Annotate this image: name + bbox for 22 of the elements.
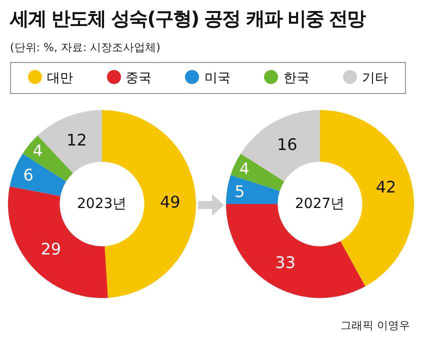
data-label: 29 bbox=[40, 240, 62, 259]
chart-title: 세계 반도체 성숙(구형) 공정 캐파 비중 전망 bbox=[10, 7, 366, 32]
text: 2023년 bbox=[77, 196, 127, 212]
data-label: 6 bbox=[23, 165, 34, 184]
data-label: 42 bbox=[376, 178, 396, 197]
text: 그래픽 이영우 bbox=[340, 318, 410, 333]
legend-label: 기타 bbox=[361, 70, 388, 87]
data-label: 4 bbox=[239, 160, 250, 178]
legend-label: 중국 bbox=[124, 70, 152, 87]
data-label: 33 bbox=[275, 253, 296, 272]
data-label: 4 bbox=[32, 142, 43, 160]
legend-label: 미국 bbox=[203, 70, 230, 87]
legend-label: 한국 bbox=[282, 70, 310, 87]
data-label: 16 bbox=[276, 134, 298, 154]
text: 2027년 bbox=[295, 196, 345, 212]
data-label: 5 bbox=[234, 182, 245, 201]
donut-slice bbox=[240, 110, 320, 182]
chart-subtitle: (단위: %, 자료: 시장조사업체) bbox=[10, 40, 160, 55]
donut-slice bbox=[226, 174, 280, 204]
legend-label: 대만 bbox=[46, 70, 73, 87]
data-label: 49 bbox=[160, 192, 180, 212]
data-label: 12 bbox=[66, 130, 87, 150]
